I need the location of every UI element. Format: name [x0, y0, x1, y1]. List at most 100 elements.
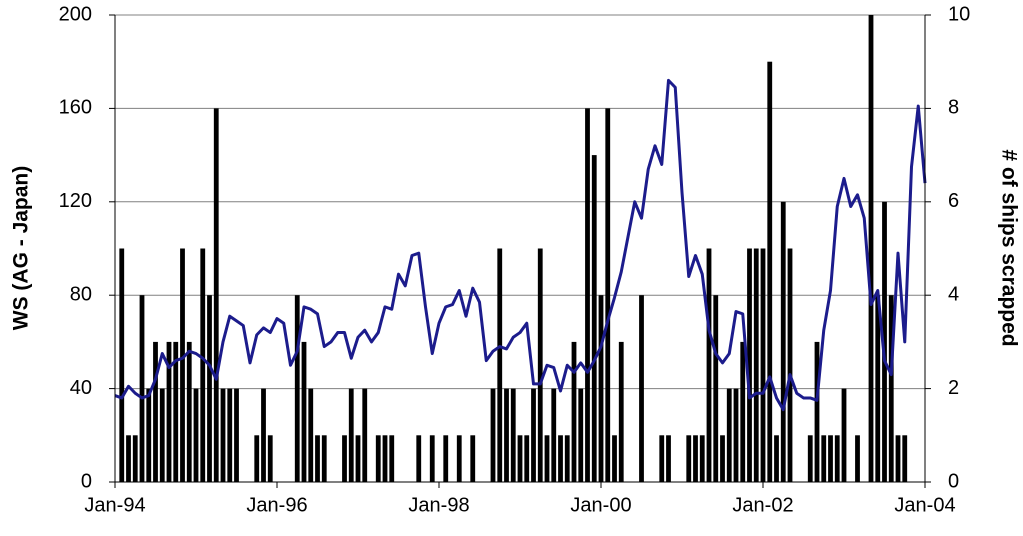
bar — [868, 15, 874, 482]
bar — [166, 341, 172, 482]
bar — [585, 108, 590, 483]
y2-tick-label: 6 — [948, 190, 959, 212]
bar — [315, 435, 320, 482]
bar — [834, 435, 840, 482]
bar — [153, 341, 158, 482]
bar — [254, 435, 260, 482]
x-tick-label: Jan-02 — [732, 494, 793, 516]
y-axis-title: WS (AG - Japan) — [10, 166, 33, 331]
bar — [699, 435, 705, 482]
bar — [180, 248, 185, 482]
bar — [234, 388, 239, 482]
bar — [294, 295, 300, 482]
bar — [902, 435, 908, 482]
bar — [362, 388, 368, 482]
bar — [875, 295, 881, 482]
bar — [517, 435, 523, 482]
bar — [342, 435, 347, 482]
bar — [821, 435, 827, 482]
bar — [504, 388, 509, 482]
y2-axis-title: # of ships scrapped — [997, 149, 1020, 346]
y-tick-label: 160 — [59, 97, 92, 119]
bar — [531, 388, 536, 482]
bar — [882, 201, 887, 483]
y-tick-label: 200 — [59, 3, 92, 25]
y2-tick-label: 8 — [948, 97, 959, 119]
bar — [551, 388, 557, 482]
x-tick-label: Jan-04 — [894, 494, 955, 516]
x-tick-label: Jan-94 — [84, 494, 145, 516]
bar — [686, 435, 692, 482]
bar — [537, 248, 543, 482]
y2-tick-label: 0 — [948, 470, 959, 492]
bar — [855, 435, 860, 482]
bar — [173, 341, 179, 482]
bar — [348, 388, 354, 482]
bar — [713, 295, 719, 482]
bar — [261, 388, 266, 482]
bar — [524, 435, 530, 482]
bar — [301, 341, 307, 482]
bar — [146, 388, 152, 482]
bar — [760, 248, 766, 482]
bar — [558, 435, 563, 482]
x-tick-label: Jan-96 — [246, 494, 307, 516]
bar — [382, 435, 388, 482]
bar — [321, 435, 327, 482]
bar — [139, 295, 145, 482]
bar — [186, 341, 192, 482]
bar — [814, 341, 820, 482]
bar — [355, 435, 361, 482]
x-tick-label: Jan-98 — [408, 494, 469, 516]
bar — [126, 435, 131, 482]
bar — [605, 108, 611, 483]
bar — [693, 435, 698, 482]
bar — [666, 435, 671, 482]
bar — [774, 435, 779, 482]
y2-tick-label: 10 — [948, 3, 970, 25]
bar — [200, 248, 206, 482]
bar — [618, 341, 624, 482]
bar — [207, 295, 212, 482]
bar — [443, 435, 449, 482]
bar — [429, 435, 435, 482]
y2-tick-label: 2 — [948, 377, 959, 399]
bar — [780, 201, 786, 483]
bar — [807, 435, 813, 482]
bar — [416, 435, 422, 482]
bar — [740, 341, 746, 482]
bar — [456, 435, 462, 482]
bar — [888, 295, 894, 482]
bar — [612, 435, 617, 482]
bar — [159, 388, 165, 482]
bar — [753, 248, 759, 482]
bar — [193, 388, 199, 482]
y-tick-label: 80 — [70, 283, 92, 305]
bar — [720, 435, 725, 482]
bar — [564, 435, 570, 482]
bar — [510, 388, 516, 482]
bar — [733, 388, 739, 482]
bar — [659, 435, 665, 482]
bar — [598, 295, 604, 482]
bar — [132, 435, 138, 482]
bar — [706, 248, 712, 482]
bar — [497, 248, 503, 482]
bar — [895, 435, 901, 482]
bar — [841, 388, 847, 482]
bar — [119, 248, 125, 482]
bar — [220, 388, 226, 482]
bar — [375, 435, 381, 482]
y-tick-label: 0 — [81, 470, 92, 492]
bar — [213, 108, 219, 483]
bar — [828, 435, 833, 482]
bar — [267, 435, 273, 482]
bar — [726, 388, 732, 482]
bar — [470, 435, 476, 482]
bar — [308, 388, 314, 482]
bar — [787, 248, 793, 482]
bar — [639, 295, 644, 482]
bar — [747, 248, 752, 482]
line — [114, 78, 927, 412]
